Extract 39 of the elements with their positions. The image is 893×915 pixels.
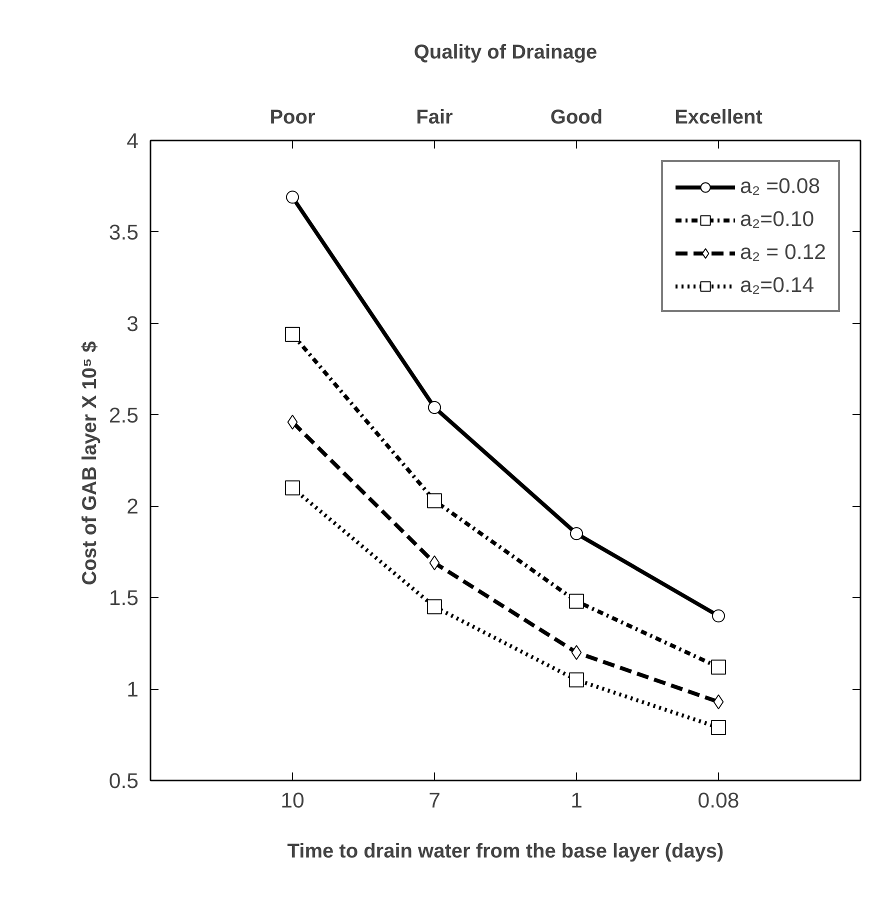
annotation: Good xyxy=(550,106,603,128)
legend-label: a₂ = 0.12 xyxy=(740,240,826,265)
x-tick-label: 1 xyxy=(570,788,582,812)
y-tick-label: 1 xyxy=(126,678,139,702)
annotation: Excellent xyxy=(674,106,763,128)
point xyxy=(429,555,440,570)
y-tick-label: 4 xyxy=(126,129,139,153)
point xyxy=(712,609,725,622)
y-tick-label: 2.5 xyxy=(108,403,139,428)
point xyxy=(428,400,441,414)
x2-axis-title: Quality of Drainage xyxy=(414,42,598,64)
point xyxy=(570,527,583,540)
x-axis-title: Time to drain water from the base layer (days) xyxy=(287,840,724,862)
annotation: Poor xyxy=(270,106,316,128)
legend-label: a₂=0.10 xyxy=(740,207,814,232)
point xyxy=(569,594,584,609)
y-tick-label: 3 xyxy=(126,312,139,336)
point xyxy=(287,414,298,430)
point xyxy=(285,326,300,342)
annotation: Fair xyxy=(416,106,454,128)
point xyxy=(711,660,726,675)
legend-label: a₂=0.14 xyxy=(740,273,814,298)
y-axis-title: Cost of GAB layer X 10⁵ $ xyxy=(78,341,101,586)
point xyxy=(285,480,300,496)
point xyxy=(427,599,442,614)
x-tick-label: 10 xyxy=(280,788,304,812)
y-tick-label: 3.5 xyxy=(108,220,139,244)
x-tick-label: 7 xyxy=(428,788,440,812)
legend-label: a₂ =0.08 xyxy=(740,174,820,199)
y-tick-label: 0.5 xyxy=(108,769,139,793)
x-tick-label: 0.08 xyxy=(698,788,740,812)
point xyxy=(569,672,584,688)
point xyxy=(571,645,582,660)
point xyxy=(711,720,726,735)
y-tick-label: 1.5 xyxy=(108,586,139,610)
point xyxy=(427,493,442,508)
y-tick-label: 2 xyxy=(126,494,139,519)
point xyxy=(286,190,299,204)
point xyxy=(713,694,724,710)
